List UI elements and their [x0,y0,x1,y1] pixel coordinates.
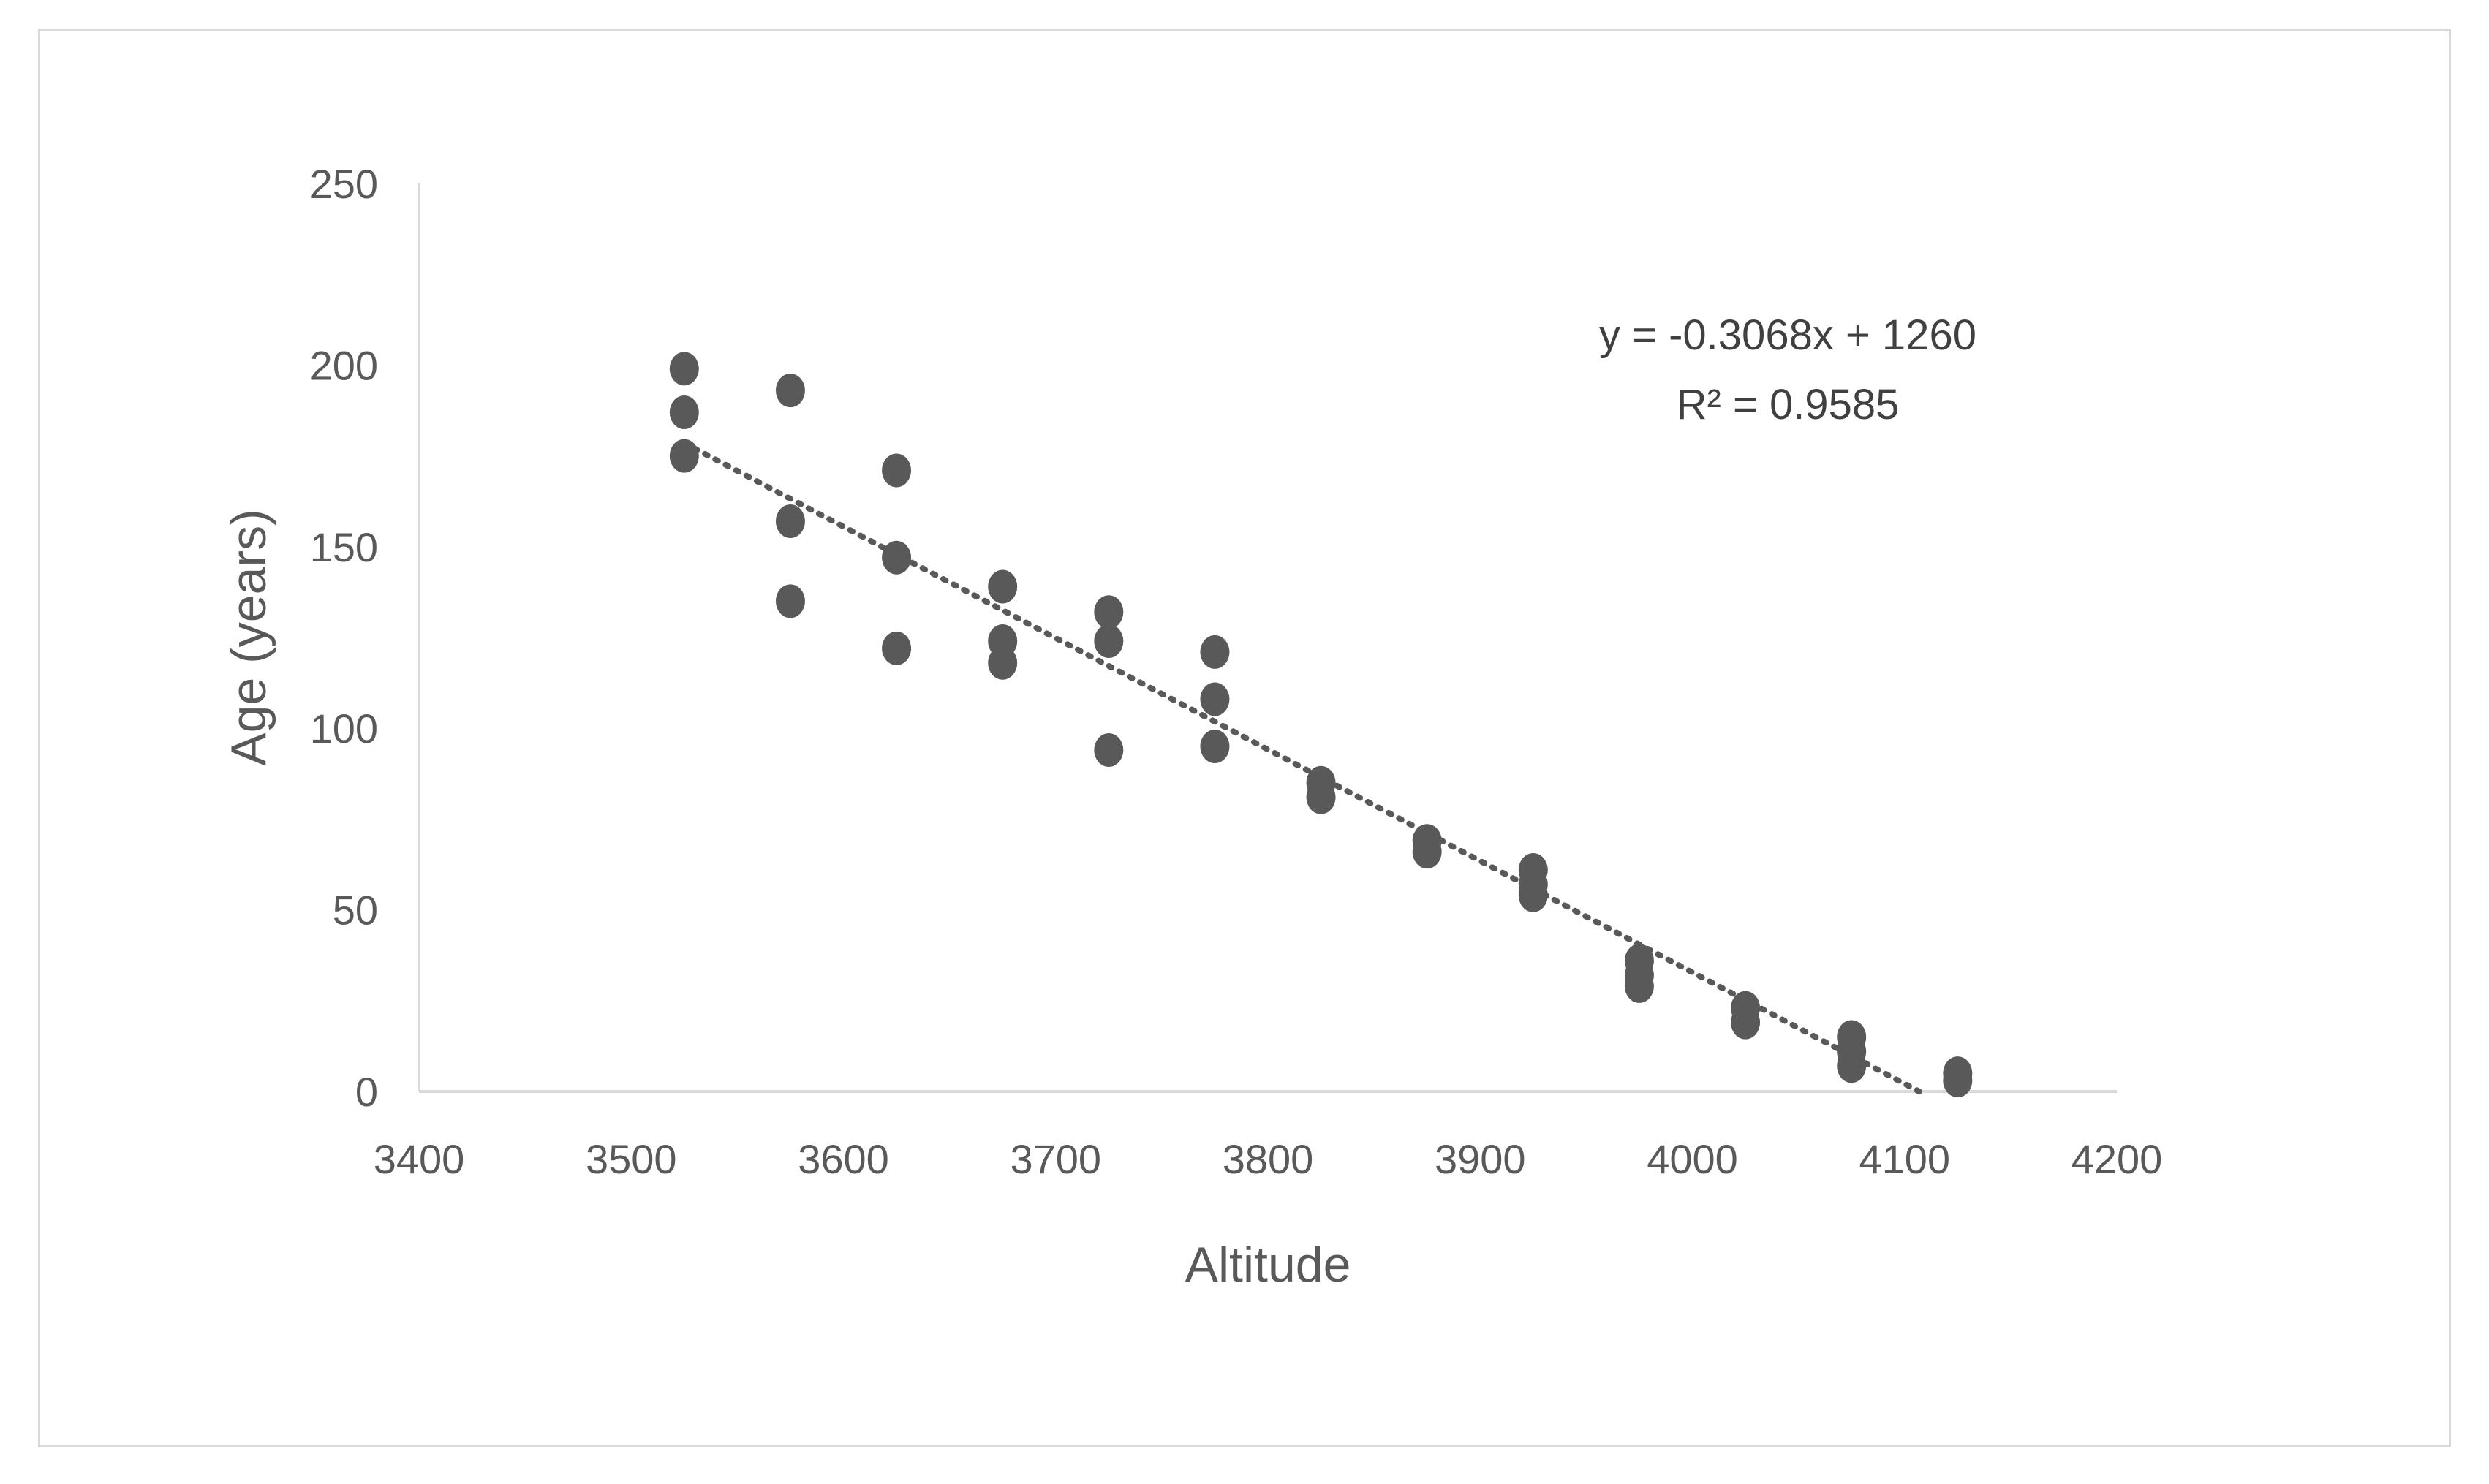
data-point [1731,1005,1761,1040]
x-tick-label: 3700 [1010,1136,1101,1182]
scatter-chart: 0 50 100 150 200 250 3400 3500 3600 3700 3800 3900 4… [221,161,2163,1292]
x-tick-label: 3400 [374,1136,465,1182]
data-point [1412,835,1442,869]
data-point [1200,730,1230,764]
trendline [681,440,1922,1094]
data-point [882,540,912,575]
data-point [669,352,699,386]
data-point [882,631,912,665]
y-tick-label: 250 [310,161,378,207]
x-tick-label: 3600 [798,1136,889,1182]
x-tick-label: 3900 [1435,1136,1526,1182]
data-point [775,374,805,408]
data-point [988,569,1018,604]
x-tick-label: 4200 [2071,1136,2163,1182]
data-point [988,646,1018,680]
data-point [1943,1064,1973,1098]
data-point [882,453,912,488]
y-axis-title: Age (years) [221,509,276,765]
x-axis-title: Altitude [1185,1237,1351,1292]
data-point [1094,733,1124,768]
data-point [1837,1049,1867,1083]
data-point [1094,624,1124,658]
data-point [669,395,699,429]
y-tick-label: 150 [310,524,378,570]
x-tick-label: 3800 [1223,1136,1314,1182]
data-point [1306,780,1336,814]
data-point [1200,682,1230,716]
y-tick-label: 100 [310,705,378,752]
x-tick-label: 4000 [1647,1136,1738,1182]
x-tick-label: 3500 [586,1136,677,1182]
x-tick-label: 4100 [1859,1136,1950,1182]
data-point [1094,595,1124,629]
y-tick-label: 200 [310,342,378,388]
y-tick-label: 0 [355,1069,378,1115]
data-point [1518,878,1548,912]
trendline-equation: y = -0.3068x + 1260 [1599,311,1976,359]
data-point [775,584,805,618]
trendline-r2: R² = 0.9585 [1677,381,1900,428]
data-point [775,504,805,539]
data-point [669,439,699,473]
data-point [1624,969,1654,1003]
chart-frame: 0 50 100 150 200 250 3400 3500 3600 3700 3800 3900 4… [38,29,2451,1447]
data-point [1200,635,1230,669]
y-tick-label: 50 [333,887,378,934]
